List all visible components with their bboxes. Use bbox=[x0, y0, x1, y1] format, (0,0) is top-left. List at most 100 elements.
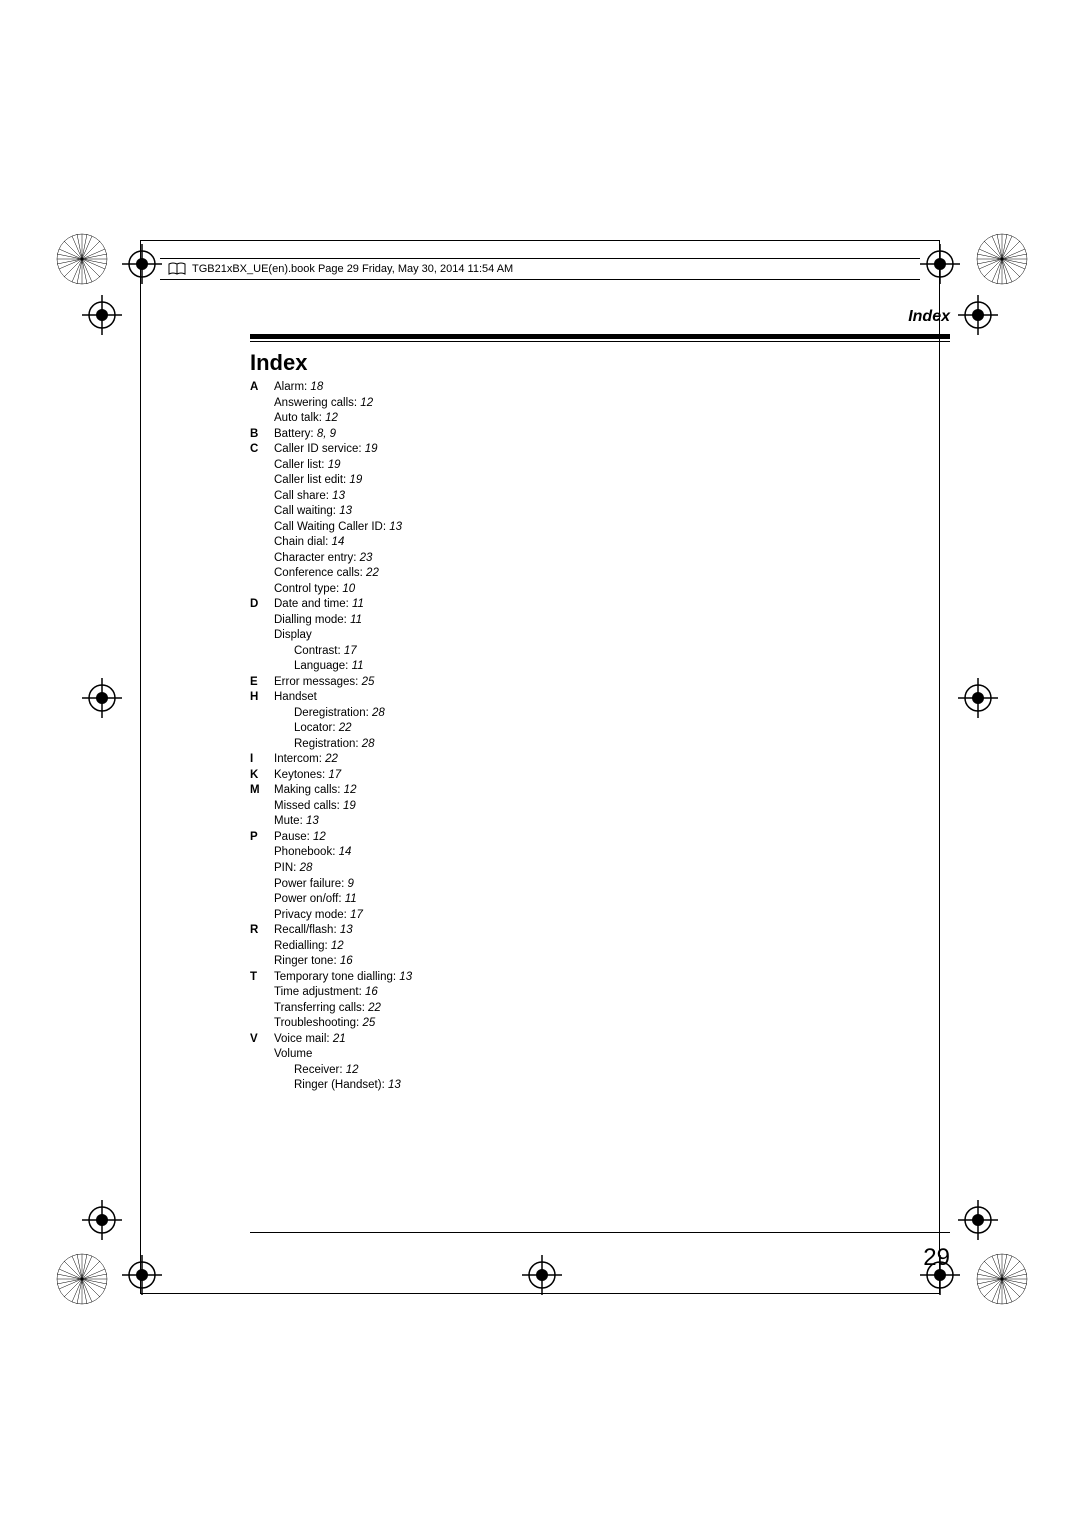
entry-term: Recall/flash: bbox=[274, 924, 340, 936]
letter-group: CCaller ID service: 19Caller list: 19Cal… bbox=[250, 442, 580, 597]
entry-term: Power on/off: bbox=[274, 893, 345, 905]
index-entry: Conference calls: 22 bbox=[274, 566, 580, 582]
entries: Voice mail: 21VolumeReceiver: 12Ringer (… bbox=[274, 1032, 580, 1094]
index-letter: D bbox=[250, 597, 274, 675]
entry-pages: 11 bbox=[352, 660, 364, 672]
entry-term: Alarm: bbox=[274, 381, 310, 393]
index-entry: Mute: 13 bbox=[274, 814, 580, 830]
entry-term: Answering calls: bbox=[274, 397, 360, 409]
index-letter: C bbox=[250, 442, 274, 597]
index-entry: Making calls: 12 bbox=[274, 783, 580, 799]
entry-pages: 13 bbox=[339, 505, 352, 517]
page-number: 29 bbox=[923, 1244, 950, 1272]
letter-group: DDate and time: 11Dialling mode: 11Displ… bbox=[250, 597, 580, 675]
crosshair-icon bbox=[958, 295, 998, 335]
entry-term: Phonebook: bbox=[274, 846, 339, 858]
entry-term: Privacy mode: bbox=[274, 909, 350, 921]
entry-term: Call share: bbox=[274, 490, 332, 502]
letter-group: HHandsetDeregistration: 28Locator: 22Reg… bbox=[250, 690, 580, 752]
index-letter: M bbox=[250, 783, 274, 830]
index-entry: Locator: 22 bbox=[274, 721, 580, 737]
footer-rule bbox=[250, 1232, 950, 1233]
entry-term: Character entry: bbox=[274, 552, 360, 564]
index-entry: Recall/flash: 13 bbox=[274, 923, 580, 939]
entry-term: Intercom: bbox=[274, 753, 325, 765]
entry-pages: 13 bbox=[340, 924, 353, 936]
index-letter: A bbox=[250, 380, 274, 427]
header-bar: TGB21xBX_UE(en).book Page 29 Friday, May… bbox=[160, 258, 920, 280]
index-entry: Missed calls: 19 bbox=[274, 799, 580, 815]
entry-term: Pause: bbox=[274, 831, 313, 843]
entry-pages: 12 bbox=[344, 784, 357, 796]
index-entry: Call waiting: 13 bbox=[274, 504, 580, 520]
entry-pages: 17 bbox=[344, 645, 357, 657]
entry-pages: 28 bbox=[362, 738, 375, 750]
entry-pages: 19 bbox=[328, 459, 341, 471]
entry-pages: 25 bbox=[362, 676, 375, 688]
entry-term: Registration: bbox=[294, 738, 362, 750]
entry-term: Volume bbox=[274, 1048, 312, 1060]
entries: HandsetDeregistration: 28Locator: 22Regi… bbox=[274, 690, 580, 752]
entries: Intercom: 22 bbox=[274, 752, 580, 768]
entry-term: Caller ID service: bbox=[274, 443, 365, 455]
letter-group: EError messages: 25 bbox=[250, 675, 580, 691]
entry-term: Display bbox=[274, 629, 312, 641]
index-entry: Caller ID service: 19 bbox=[274, 442, 580, 458]
entry-pages: 13 bbox=[389, 521, 402, 533]
letter-group: IIntercom: 22 bbox=[250, 752, 580, 768]
entry-term: Caller list: bbox=[274, 459, 328, 471]
page-title: Index bbox=[250, 350, 307, 376]
entry-term: PIN: bbox=[274, 862, 300, 874]
entry-pages: 17 bbox=[350, 909, 363, 921]
entry-term: Language: bbox=[294, 660, 352, 672]
index-entry: Call share: 13 bbox=[274, 489, 580, 505]
index-entry: Redialling: 12 bbox=[274, 939, 580, 955]
crosshair-icon bbox=[82, 678, 122, 718]
entries: Making calls: 12Missed calls: 19Mute: 13 bbox=[274, 783, 580, 830]
entry-pages: 16 bbox=[365, 986, 378, 998]
entry-term: Time adjustment: bbox=[274, 986, 365, 998]
index-entry: Keytones: 17 bbox=[274, 768, 580, 784]
entries: Caller ID service: 19Caller list: 19 Call… bbox=[274, 442, 580, 597]
index-entry: PIN: 28 bbox=[274, 861, 580, 877]
index-entry: Auto talk: 12 bbox=[274, 411, 580, 427]
entries: Battery: 8, 9 bbox=[274, 427, 580, 443]
entry-term: Call Waiting Caller ID: bbox=[274, 521, 389, 533]
entry-pages: 12 bbox=[331, 940, 344, 952]
entry-pages: 22 bbox=[339, 722, 352, 734]
entry-pages: 19 bbox=[343, 800, 356, 812]
index-entry: Dialling mode: 11 bbox=[274, 613, 580, 629]
entry-term: Error messages: bbox=[274, 676, 362, 688]
index-entry: Control type: 10 bbox=[274, 582, 580, 598]
letter-group: TTemporary tone dialling: 13Time adjustm… bbox=[250, 970, 580, 1032]
crosshair-icon bbox=[958, 678, 998, 718]
entry-term: Chain dial: bbox=[274, 536, 332, 548]
index-entry: Transferring calls: 22 bbox=[274, 1001, 580, 1017]
index-letter: R bbox=[250, 923, 274, 970]
index-entry: Troubleshooting: 25 bbox=[274, 1016, 580, 1032]
entries: Error messages: 25 bbox=[274, 675, 580, 691]
entry-pages: 11 bbox=[345, 893, 357, 905]
entry-pages: 13 bbox=[306, 815, 319, 827]
letter-group: VVoice mail: 21VolumeReceiver: 12Ringer … bbox=[250, 1032, 580, 1094]
index-entry: Ringer tone: 16 bbox=[274, 954, 580, 970]
entries: Alarm: 18Answering calls: 12Auto talk: 1… bbox=[274, 380, 580, 427]
entry-term: Redialling: bbox=[274, 940, 331, 952]
index-entry: Chain dial: 14 bbox=[274, 535, 580, 551]
entry-term: Keytones: bbox=[274, 769, 328, 781]
index-entry: Ringer (Handset): 13 bbox=[274, 1078, 580, 1094]
entry-term: Deregistration: bbox=[294, 707, 372, 719]
index-entry: Caller list edit: 19 bbox=[274, 473, 580, 489]
index-entry: Alarm: 18 bbox=[274, 380, 580, 396]
entry-pages: 18 bbox=[310, 381, 323, 393]
index-entry: Phonebook: 14 bbox=[274, 845, 580, 861]
regmark-icon bbox=[975, 232, 1029, 286]
entry-pages: 28 bbox=[372, 707, 385, 719]
header-rule bbox=[250, 334, 950, 342]
index-letter: T bbox=[250, 970, 274, 1032]
index-entry: Battery: 8, 9 bbox=[274, 427, 580, 443]
regmark-icon bbox=[55, 1252, 109, 1306]
entry-term: Making calls: bbox=[274, 784, 344, 796]
letter-group: AAlarm: 18Answering calls: 12Auto talk: … bbox=[250, 380, 580, 427]
entry-pages: 14 bbox=[332, 536, 345, 548]
